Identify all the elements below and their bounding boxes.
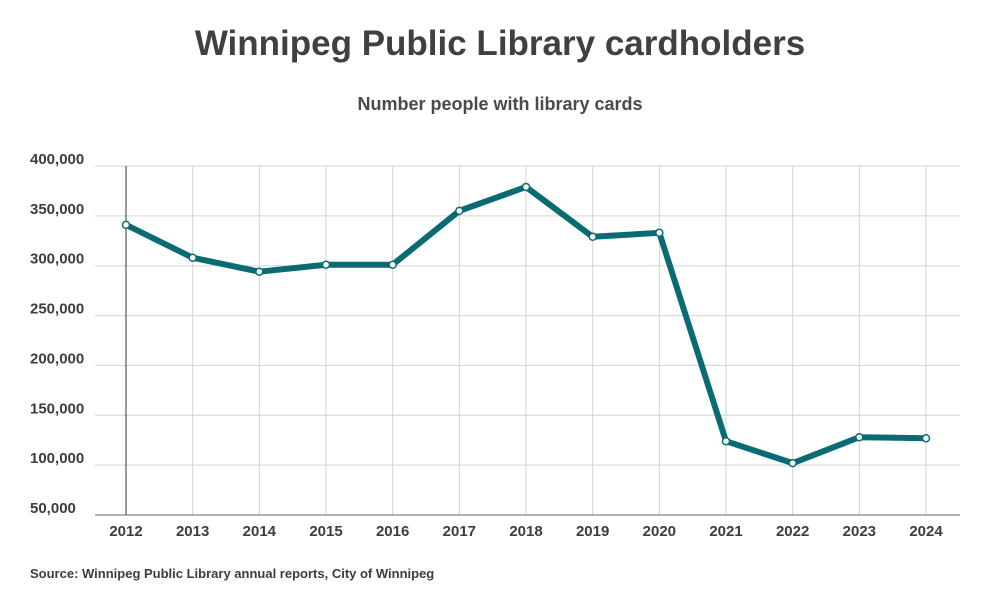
x-tick-label: 2019 [576,523,609,540]
x-tick-label: 2015 [309,523,342,540]
data-point [921,433,931,443]
data-point [455,206,464,216]
y-tick-label: 50,000 [30,500,76,517]
x-tick-label: 2018 [509,523,542,540]
data-point [255,267,264,276]
x-tick-labels: 2012 2013 2014 2015 2016 2017 2018 2019 2020 2021… [109,523,943,540]
x-tick-label: 2017 [443,523,476,540]
source-note: Source: Winnipeg Public Library annual r… [30,566,435,581]
grid [95,165,960,515]
data-point [788,458,797,468]
y-tick-label: 200,000 [30,350,84,367]
x-tick-label: 2022 [776,523,809,540]
y-tick-label: 350,000 [30,201,84,218]
x-tick-label: 2023 [843,523,876,540]
y-tick-label: 250,000 [30,301,84,318]
data-point [655,228,664,238]
x-tick-label: 2020 [643,523,676,540]
data-point [588,232,597,242]
data-point [521,182,531,192]
chart-subtitle: Number people with library cards [357,94,643,114]
data-point [721,436,731,446]
data-point [121,220,131,230]
x-tick-label: 2021 [709,523,742,540]
chart-title: Winnipeg Public Library cardholders [194,24,806,63]
data-point [388,260,397,269]
data-point [321,260,331,269]
y-tick-label: 400,000 [30,151,84,168]
y-tick-labels: 50,000 100,000 150,000 200,000 250,000 300,00… [30,151,84,517]
x-tick-label: 2016 [376,523,409,540]
x-tick-label: 2013 [176,523,209,540]
axes [95,166,960,516]
data-point [188,253,197,262]
data-point [855,432,864,442]
data-points [121,182,931,468]
y-tick-label: 150,000 [30,400,84,417]
y-tick-label: 100,000 [30,450,84,467]
x-tick-label: 2014 [243,523,277,540]
x-tick-label: 2024 [909,523,943,540]
y-tick-label: 300,000 [30,251,84,268]
x-tick-label: 2012 [109,523,142,540]
